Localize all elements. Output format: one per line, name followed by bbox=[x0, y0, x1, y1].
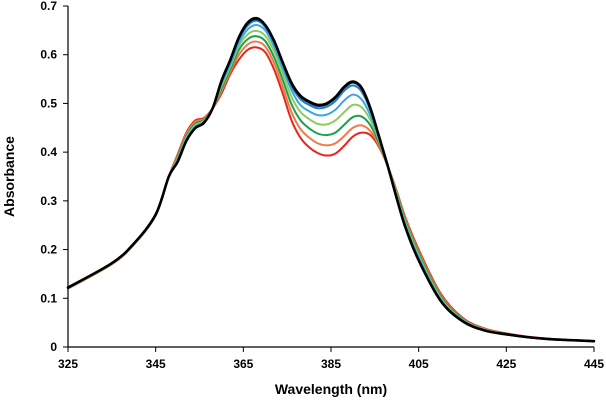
x-ticks: 325 345 365 385 405 425 445 bbox=[58, 347, 604, 371]
y-tick-label: 0.5 bbox=[40, 96, 57, 110]
y-tick-label: 0.3 bbox=[40, 194, 57, 208]
y-tick-label: 0.4 bbox=[40, 145, 57, 159]
y-tick-label: 0.1 bbox=[40, 291, 57, 305]
series-layer bbox=[66, 16, 596, 343]
x-tick-label: 365 bbox=[233, 357, 253, 371]
series-line-trace-3 bbox=[67, 35, 595, 343]
y-ticks: 0 0.1 0.2 0.3 0.4 0.5 0.6 0.7 bbox=[40, 0, 68, 354]
x-tick-label: 325 bbox=[58, 357, 78, 371]
x-tick-label: 385 bbox=[321, 357, 341, 371]
series-line-trace-7 bbox=[67, 18, 595, 343]
y-tick-label: 0.6 bbox=[40, 48, 57, 62]
x-tick-label: 425 bbox=[496, 357, 516, 371]
y-axis-title: Absorbance bbox=[1, 136, 17, 217]
series-line-trace-2 bbox=[67, 40, 595, 343]
y-tick-label: 0.2 bbox=[40, 243, 57, 257]
series-line-trace-8 bbox=[66, 16, 596, 343]
x-tick-label: 405 bbox=[409, 357, 429, 371]
series-line-trace-1 bbox=[67, 46, 595, 343]
axes-layer bbox=[67, 6, 594, 348]
x-tick-label: 445 bbox=[584, 357, 604, 371]
x-tick-label: 345 bbox=[146, 357, 166, 371]
series-line-trace-6 bbox=[67, 19, 595, 343]
y-tick-label: 0.7 bbox=[40, 0, 57, 13]
series-line-trace-5 bbox=[67, 23, 595, 343]
x-axis-title: Wavelength (nm) bbox=[275, 381, 387, 397]
series-line-trace-4 bbox=[67, 29, 595, 343]
y-tick-label: 0 bbox=[50, 340, 57, 354]
